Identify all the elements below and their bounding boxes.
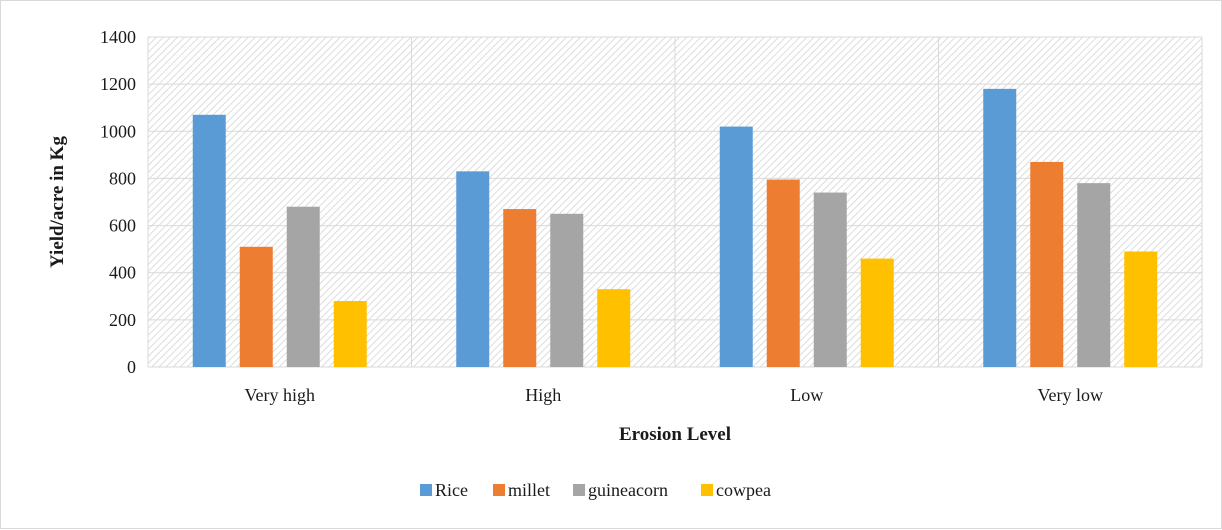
bar-rice-very-high <box>192 114 226 368</box>
y-tick-label: 600 <box>109 216 136 236</box>
bar-millet-very-high <box>239 246 273 367</box>
legend-swatch-millet <box>493 484 505 496</box>
y-axis-title: Yield/acre in Kg <box>47 136 68 268</box>
legend-swatch-cowpea <box>701 484 713 496</box>
bar-guineacorn-very-high <box>286 206 320 367</box>
bar-cowpea-very-low <box>1124 251 1158 367</box>
x-axis-title: Erosion Level <box>619 424 731 445</box>
bar-rice-very-low <box>983 88 1017 367</box>
x-tick-label: High <box>525 385 561 405</box>
bar-cowpea-low <box>860 258 894 367</box>
y-tick-label: 0 <box>127 357 136 377</box>
x-tick-label: Very low <box>1038 385 1104 405</box>
bar-cowpea-very-high <box>333 301 367 367</box>
legend: Rice millet guineacorn cowpea <box>420 480 771 500</box>
bar-millet-low <box>766 179 800 367</box>
x-tick-label: Very high <box>245 385 316 405</box>
legend-label-rice: Rice <box>435 480 468 500</box>
legend-label-cowpea: cowpea <box>716 480 771 500</box>
legend-label-guineacorn: guineacorn <box>588 480 668 500</box>
legend-swatch-rice <box>420 484 432 496</box>
bar-guineacorn-low <box>813 192 847 367</box>
bar-guineacorn-very-low <box>1077 183 1111 367</box>
y-tick-label: 800 <box>109 168 136 188</box>
y-tick-label: 1000 <box>100 121 136 141</box>
y-tick-label: 400 <box>109 263 136 283</box>
legend-label-millet: millet <box>508 480 550 500</box>
bar-millet-very-low <box>1030 161 1064 367</box>
y-tick-label: 1400 <box>100 27 136 47</box>
bar-rice-low <box>719 126 753 367</box>
bar-cowpea-high <box>597 289 631 367</box>
bar-rice-high <box>456 171 490 367</box>
y-tick-label: 200 <box>109 310 136 330</box>
bar-guineacorn-high <box>550 213 584 367</box>
x-tick-label: Low <box>790 385 823 405</box>
y-tick-label: 1200 <box>100 74 136 94</box>
legend-swatch-guineacorn <box>573 484 585 496</box>
bar-millet-high <box>503 209 537 367</box>
